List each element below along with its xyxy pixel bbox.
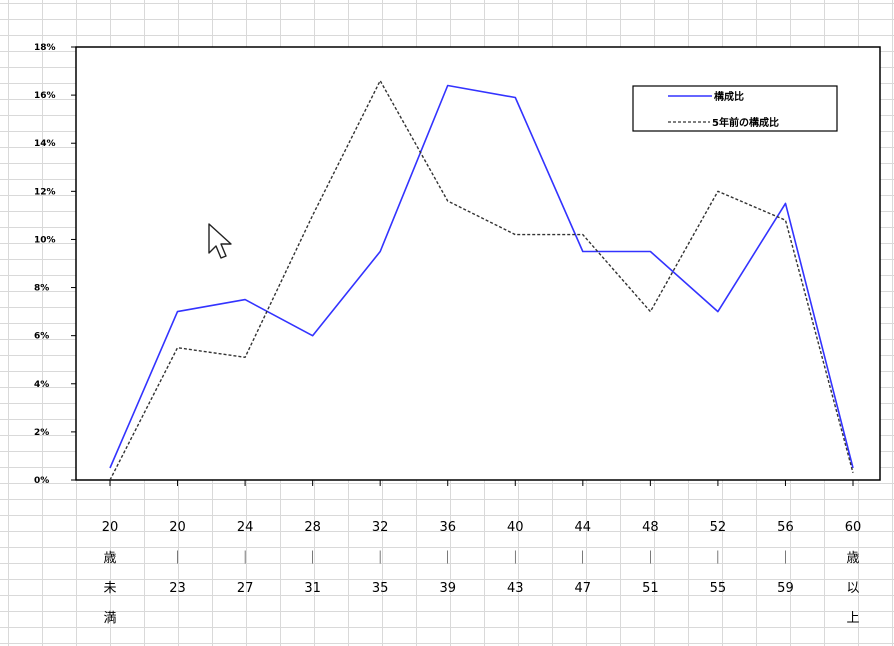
x-category-label: 28 — [304, 520, 321, 535]
x-axis-labels: 20歳未満20｜2324｜2728｜3132｜3536｜3940｜4344｜47… — [102, 520, 862, 626]
series-line-0 — [109, 84, 854, 469]
x-category-label: 未 — [103, 581, 116, 596]
x-category-label: 56 — [777, 520, 794, 535]
x-category-label: 48 — [642, 520, 659, 535]
y-tick-label: 12% — [34, 187, 56, 197]
y-tick-label: 6% — [34, 332, 49, 342]
legend: 構成比 5年前の構成比 — [632, 85, 838, 132]
y-tick-label: 16% — [34, 91, 56, 101]
x-category-label: 32 — [372, 520, 389, 535]
x-category-label: 24 — [237, 520, 254, 535]
mouse-pointer-icon — [208, 223, 232, 259]
legend-box — [632, 85, 838, 132]
x-category-label: ｜ — [441, 551, 454, 566]
x-category-label: 44 — [575, 520, 592, 535]
x-category-label: 23 — [169, 581, 186, 596]
x-category-label: 47 — [575, 581, 592, 596]
y-tick-label: 10% — [34, 235, 56, 245]
x-category-label: 51 — [642, 581, 659, 596]
y-tick-label: 2% — [34, 428, 49, 438]
x-category-label: 歳 — [103, 551, 116, 566]
x-category-label: 40 — [507, 520, 524, 535]
y-tick-label: 8% — [34, 284, 49, 294]
x-category-label: ｜ — [644, 551, 657, 566]
series-lines — [109, 79, 854, 481]
x-category-label: 以 — [846, 581, 859, 596]
x-category-label: 43 — [507, 581, 524, 596]
x-category-label: 36 — [439, 520, 456, 535]
y-tick-label: 18% — [34, 43, 56, 53]
x-category-label: ｜ — [374, 551, 387, 566]
y-tick-label: 0% — [34, 476, 49, 486]
x-category-label: 55 — [710, 581, 727, 596]
x-category-label: 35 — [372, 581, 389, 596]
x-category-label: 27 — [237, 581, 254, 596]
x-category-label: 20 — [102, 520, 119, 535]
legend-label-series-0: 構成比 — [714, 90, 744, 103]
legend-label-series-1: 5年前の構成比 — [712, 116, 779, 129]
x-category-label: ｜ — [306, 551, 319, 566]
x-category-label: 歳 — [846, 551, 859, 566]
x-category-label: 上 — [846, 611, 859, 626]
x-category-label: ｜ — [239, 551, 252, 566]
y-tick-label: 14% — [34, 139, 56, 149]
x-category-label: 20 — [169, 520, 186, 535]
series-line-1 — [109, 79, 854, 481]
x-category-label: 31 — [304, 581, 321, 596]
x-category-label: 60 — [845, 520, 862, 535]
x-category-label: 満 — [103, 611, 116, 626]
x-category-label: ｜ — [576, 551, 589, 566]
x-category-label: 39 — [439, 581, 456, 596]
y-tick-label: 4% — [34, 380, 49, 390]
x-category-label: 59 — [777, 581, 794, 596]
y-axis: 0% 2% 4% 6% 8% 10% 12% 14% 16% 18% — [34, 43, 76, 486]
x-category-label: ｜ — [779, 551, 792, 566]
x-category-label: ｜ — [171, 551, 184, 566]
x-category-label: ｜ — [711, 551, 724, 566]
x-category-label: ｜ — [509, 551, 522, 566]
x-axis-ticks — [109, 480, 854, 486]
x-category-label: 52 — [710, 520, 727, 535]
